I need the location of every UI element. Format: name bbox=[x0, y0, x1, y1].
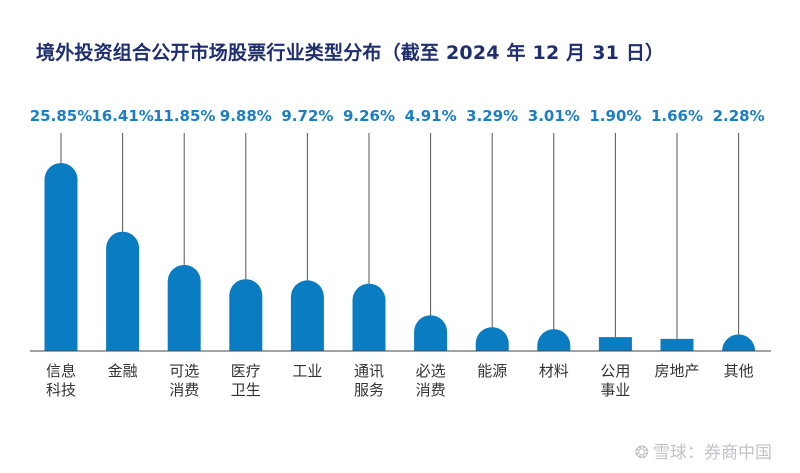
bars bbox=[44, 163, 756, 351]
category-label: 能源 bbox=[477, 362, 507, 380]
category-label: 公用 bbox=[600, 362, 630, 380]
xueqiu-logo-icon: ❂ bbox=[634, 443, 649, 463]
category-label: 房地产 bbox=[654, 362, 699, 380]
bar bbox=[475, 327, 509, 351]
watermark-text: 雪球：券商中国 bbox=[653, 443, 772, 463]
bar bbox=[44, 163, 78, 351]
chart-title: 境外投资组合公开市场股票行业类型分布（截至 2024 年 12 月 31 日） bbox=[36, 42, 665, 64]
value-label: 25.85% bbox=[30, 107, 92, 125]
bar bbox=[229, 279, 263, 351]
value-label: 4.91% bbox=[405, 107, 457, 125]
value-label: 9.26% bbox=[343, 107, 395, 125]
category-label: 科技 bbox=[46, 381, 76, 399]
bar bbox=[352, 283, 386, 351]
category-label: 服务 bbox=[354, 381, 384, 399]
bar bbox=[290, 280, 324, 351]
value-label: 1.66% bbox=[651, 107, 703, 125]
bar bbox=[537, 329, 571, 351]
watermark: ❂ 雪球：券商中国 bbox=[635, 438, 772, 463]
category-label: 医疗 bbox=[231, 362, 261, 380]
category-label: 必选 bbox=[416, 362, 446, 380]
category-label: 卫生 bbox=[231, 381, 261, 399]
category-label: 材料 bbox=[539, 362, 569, 380]
bar bbox=[414, 315, 448, 351]
value-label: 3.29% bbox=[466, 107, 518, 125]
category-label: 工业 bbox=[292, 362, 322, 380]
bar bbox=[722, 334, 756, 351]
value-label: 11.85% bbox=[153, 107, 215, 125]
value-label: 3.01% bbox=[528, 107, 580, 125]
category-label: 通讯 bbox=[354, 362, 384, 380]
bar bbox=[167, 264, 201, 351]
category-label: 消费 bbox=[169, 381, 199, 399]
category-label: 事业 bbox=[600, 381, 630, 399]
category-label: 金融 bbox=[108, 362, 138, 380]
category-label: 其他 bbox=[724, 362, 754, 380]
bar bbox=[598, 337, 632, 351]
bar bbox=[660, 338, 694, 351]
value-labels: 25.85% 16.41% 11.85% 9.88% 9.72% 9.26% 4.91% 3.… bbox=[30, 107, 765, 125]
category-label: 消费 bbox=[416, 381, 446, 399]
bar bbox=[106, 231, 140, 351]
value-label: 9.88% bbox=[220, 107, 272, 125]
value-label: 2.28% bbox=[713, 107, 765, 125]
value-label: 9.72% bbox=[281, 107, 333, 125]
category-label: 信息 bbox=[46, 362, 76, 380]
value-label: 16.41% bbox=[91, 107, 153, 125]
value-label: 1.90% bbox=[589, 107, 641, 125]
leader-lines bbox=[60, 133, 740, 339]
category-label: 可选 bbox=[169, 362, 199, 380]
